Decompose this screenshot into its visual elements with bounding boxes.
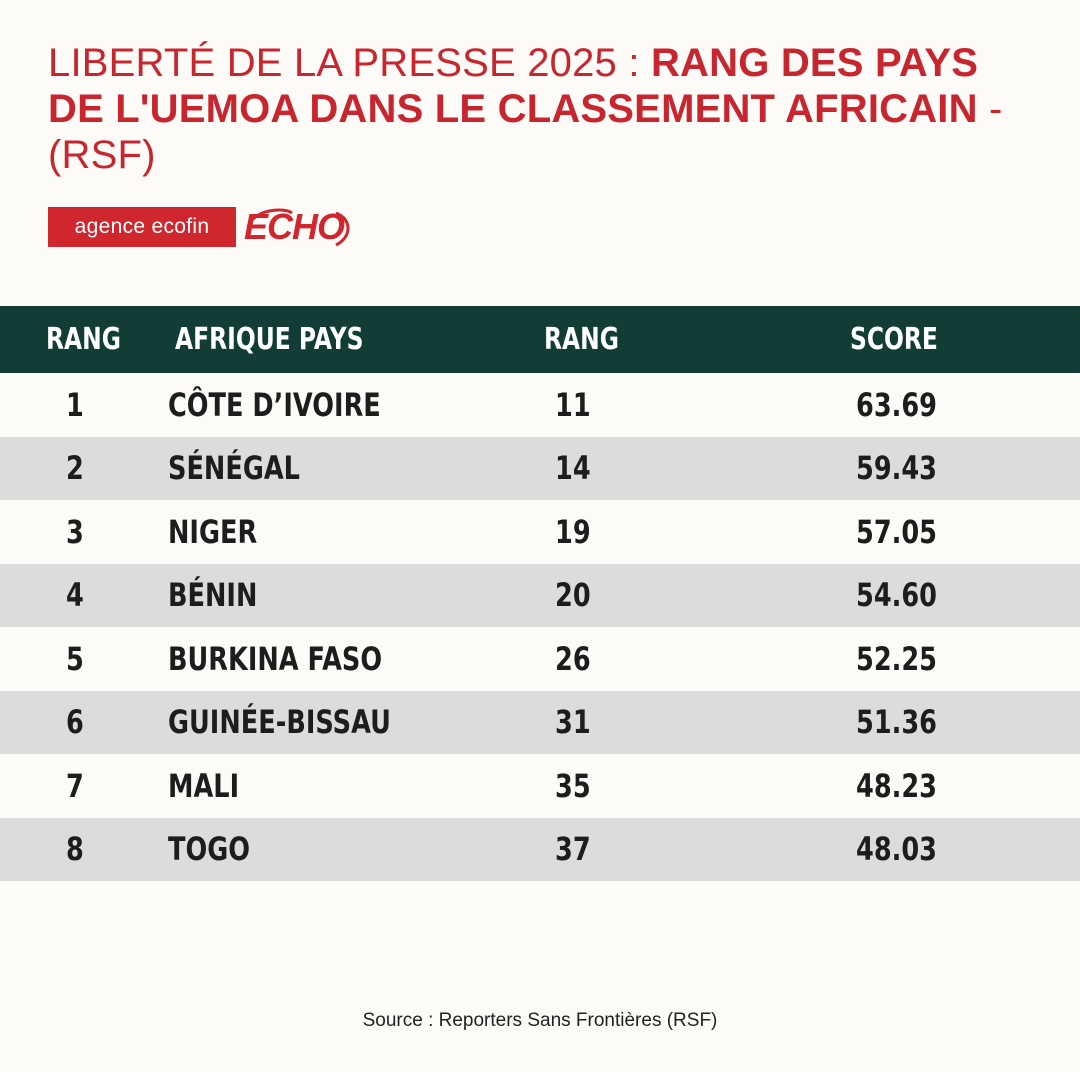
- table-row: 8 TOGO 37 48.03: [0, 817, 1080, 881]
- title-bold: RANG DES PAYS DE L'UEMOA DANS LE CLASSEM…: [48, 41, 979, 131]
- header-africa-rank: RANG: [544, 322, 619, 357]
- source-note: Source : Reporters Sans Frontières (RSF): [362, 1010, 718, 1031]
- title-regular: LIBERTÉ DE LA PRESSE 2025 :: [48, 41, 651, 85]
- cell-score: 48.23: [856, 766, 937, 805]
- cell-africa-rank: 37: [555, 830, 591, 869]
- cell-country: CÔTE D’IVOIRE: [168, 385, 381, 424]
- table-row: 7 MALI 35 48.23: [0, 754, 1080, 818]
- cell-country: BÉNIN: [168, 576, 258, 615]
- cell-score: 59.43: [856, 449, 937, 488]
- cell-rank: 6: [66, 703, 84, 742]
- cell-africa-rank: 26: [555, 639, 591, 678]
- cell-country: BURKINA FASO: [168, 639, 383, 678]
- header-country: AFRIQUE PAYS: [175, 322, 364, 357]
- table-body: 1 CÔTE D’IVOIRE 11 63.69 2 SÉNÉGAL 14 59.43 3 NIG…: [0, 373, 1080, 881]
- cell-rank: 3: [66, 512, 84, 551]
- header-rank: RANG: [46, 322, 121, 357]
- page-title: LIBERTÉ DE LA PRESSE 2025 : RANG DES PAY…: [48, 40, 1038, 178]
- cell-country: MALI: [168, 766, 240, 805]
- title-tail: - (RSF): [48, 87, 1003, 177]
- cell-score: 54.60: [856, 576, 937, 615]
- header-score: SCORE: [850, 322, 938, 357]
- echo-logo-swoosh-icon: [246, 208, 350, 247]
- cell-rank: 7: [66, 766, 84, 805]
- cell-country: SÉNÉGAL: [168, 449, 300, 488]
- cell-country: GUINÉE-BISSAU: [168, 703, 391, 742]
- cell-africa-rank: 19: [555, 512, 591, 551]
- table-row: 3 NIGER 19 57.05: [0, 500, 1080, 564]
- table-row: 5 BURKINA FASO 26 52.25: [0, 627, 1080, 691]
- ranking-table: RANG AFRIQUE PAYS RANG SCORE 1 CÔTE D’IVO…: [0, 306, 1080, 881]
- cell-africa-rank: 31: [555, 703, 591, 742]
- cell-rank: 8: [66, 830, 84, 869]
- cell-rank: 1: [66, 385, 84, 424]
- logo-bar: agence ecofin ECHO: [48, 205, 354, 249]
- table-row: 6 GUINÉE-BISSAU 31 51.36: [0, 690, 1080, 754]
- cell-rank: 5: [66, 639, 84, 678]
- cell-africa-rank: 20: [555, 576, 591, 615]
- cell-africa-rank: 35: [555, 766, 591, 805]
- agence-ecofin-logo-text: agence ecofin: [74, 215, 210, 238]
- echo-logo: ECHO: [244, 205, 354, 249]
- cell-rank: 2: [66, 449, 84, 488]
- cell-rank: 4: [66, 576, 84, 615]
- cell-score: 51.36: [856, 703, 937, 742]
- table-row: 4 BÉNIN 20 54.60: [0, 563, 1080, 627]
- table-row: 2 SÉNÉGAL 14 59.43: [0, 436, 1080, 500]
- cell-africa-rank: 14: [555, 449, 591, 488]
- cell-score: 57.05: [856, 512, 937, 551]
- cell-score: 48.03: [856, 830, 937, 869]
- cell-score: 52.25: [856, 639, 937, 678]
- table-row: 1 CÔTE D’IVOIRE 11 63.69: [0, 373, 1080, 437]
- cell-score: 63.69: [856, 385, 937, 424]
- agence-ecofin-logo: agence ecofin: [48, 207, 236, 247]
- table-header: RANG AFRIQUE PAYS RANG SCORE: [0, 306, 1080, 373]
- cell-africa-rank: 11: [555, 385, 591, 424]
- cell-country: NIGER: [168, 512, 258, 551]
- cell-country: TOGO: [168, 830, 250, 869]
